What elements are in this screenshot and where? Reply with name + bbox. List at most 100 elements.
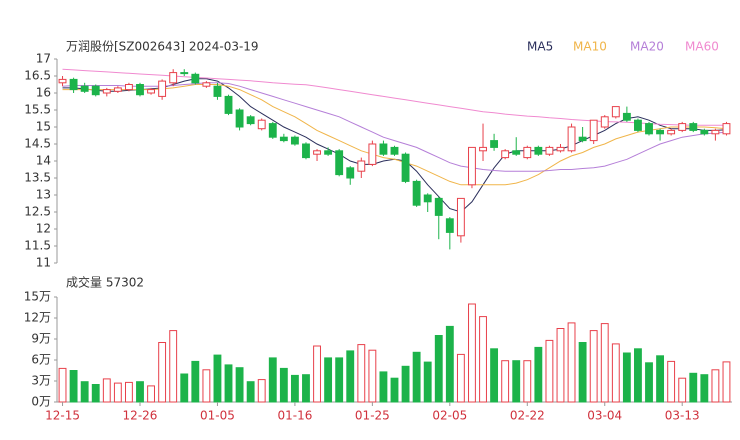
candle-body — [191, 73, 200, 84]
candle-body — [213, 85, 222, 97]
candle-body — [290, 136, 299, 145]
candle-body — [667, 129, 676, 135]
candle-body — [656, 129, 665, 135]
volume-bar — [711, 369, 720, 403]
volume-bar — [124, 381, 133, 403]
candle-body — [434, 197, 443, 216]
candle-body — [490, 140, 499, 148]
volume-bar — [257, 379, 266, 403]
candle-body — [534, 146, 543, 155]
y-tick-label: 6万 — [31, 353, 51, 367]
volume-bar — [357, 344, 366, 403]
volume-bar — [191, 360, 200, 403]
x-tick-label: 03-13 — [665, 409, 700, 423]
legend-label: MA10 — [573, 40, 607, 54]
volume-bar — [224, 364, 233, 403]
volume-bar — [589, 330, 598, 403]
y-tick-label: 0万 — [31, 395, 51, 409]
volume-bar — [567, 322, 576, 403]
volume-bar — [423, 361, 432, 403]
candle-body — [268, 123, 277, 138]
volume-bar — [600, 323, 609, 403]
volume-bar — [91, 384, 100, 403]
chart-title: 万润股份[SZ002643] 2024-03-19 — [66, 40, 259, 54]
y-tick-label: 13.5 — [24, 171, 51, 185]
volume-bar — [180, 373, 189, 403]
volume-bar — [379, 371, 388, 403]
candle-body — [136, 84, 144, 96]
y-tick-label: 16.5 — [24, 69, 51, 83]
candle-body — [58, 78, 67, 84]
x-tick-label: 03-04 — [587, 409, 622, 423]
volume-bar — [235, 367, 244, 403]
x-tick-label: 12-26 — [123, 409, 158, 423]
x-tick-label: 12-15 — [45, 409, 80, 423]
candle-body — [257, 119, 266, 130]
volume-bar — [290, 374, 299, 403]
candle-body — [147, 89, 155, 94]
candle-body — [124, 84, 133, 91]
candle-body — [335, 150, 344, 176]
volume-bar — [490, 348, 499, 403]
volume-bar — [102, 378, 111, 403]
candle-body — [102, 89, 111, 94]
volume-bar — [335, 357, 344, 403]
volume-bar — [445, 325, 454, 403]
volume-bar — [158, 342, 167, 403]
volume-bar — [722, 361, 731, 403]
volume-bar — [313, 345, 321, 403]
volume-bar — [512, 360, 521, 403]
volume-bar — [412, 351, 421, 403]
y-tick-label: 14.5 — [24, 137, 51, 151]
candle-body — [235, 109, 244, 128]
volume-bar — [202, 369, 211, 403]
volume-bar — [700, 374, 709, 403]
candle-body — [567, 126, 576, 152]
y-tick-label: 17 — [36, 52, 51, 66]
candle-body — [645, 123, 653, 135]
candle-body — [390, 146, 399, 155]
candle-body — [634, 119, 642, 131]
y-tick-label: 12万 — [24, 311, 51, 325]
y-tick-label: 15万 — [24, 290, 51, 304]
candle-body — [722, 123, 731, 135]
candle-body — [689, 123, 698, 131]
volume-bar — [456, 353, 465, 403]
volume-bar — [324, 357, 333, 403]
candle-body — [401, 153, 410, 182]
candle-body — [357, 160, 366, 172]
volume-bar — [69, 370, 78, 403]
candle-body — [578, 136, 587, 142]
volume-bar — [136, 381, 144, 403]
candle-body — [545, 146, 554, 155]
volume-bar — [534, 346, 543, 403]
volume-bar — [80, 381, 89, 403]
y-tick-label: 9万 — [31, 332, 51, 346]
candle-body — [700, 129, 709, 135]
candle-body — [246, 116, 255, 125]
y-tick-label: 15 — [36, 120, 51, 134]
volume-bar — [434, 335, 443, 403]
volume-bar — [689, 372, 698, 403]
volume-bar — [58, 367, 67, 403]
candle-body — [468, 146, 476, 186]
volume-bar — [501, 360, 510, 403]
volume-bar — [390, 377, 399, 403]
y-tick-label: 12.5 — [24, 205, 51, 219]
y-tick-label: 3万 — [31, 374, 51, 388]
volume-bar — [656, 355, 665, 403]
volume-bar — [479, 316, 487, 403]
x-tick-label: 02-22 — [510, 409, 545, 423]
candle-body — [69, 78, 78, 91]
volume-bar — [678, 377, 687, 403]
candle-body — [324, 150, 333, 155]
volume-bar — [213, 354, 222, 403]
volume-bar — [268, 357, 277, 403]
candle-body — [423, 194, 432, 203]
candle-body — [556, 146, 565, 152]
candle-body — [169, 72, 178, 84]
candle-body — [313, 150, 321, 155]
candle-body — [368, 143, 377, 165]
candle-body — [379, 143, 388, 155]
volume-bar — [169, 330, 178, 403]
